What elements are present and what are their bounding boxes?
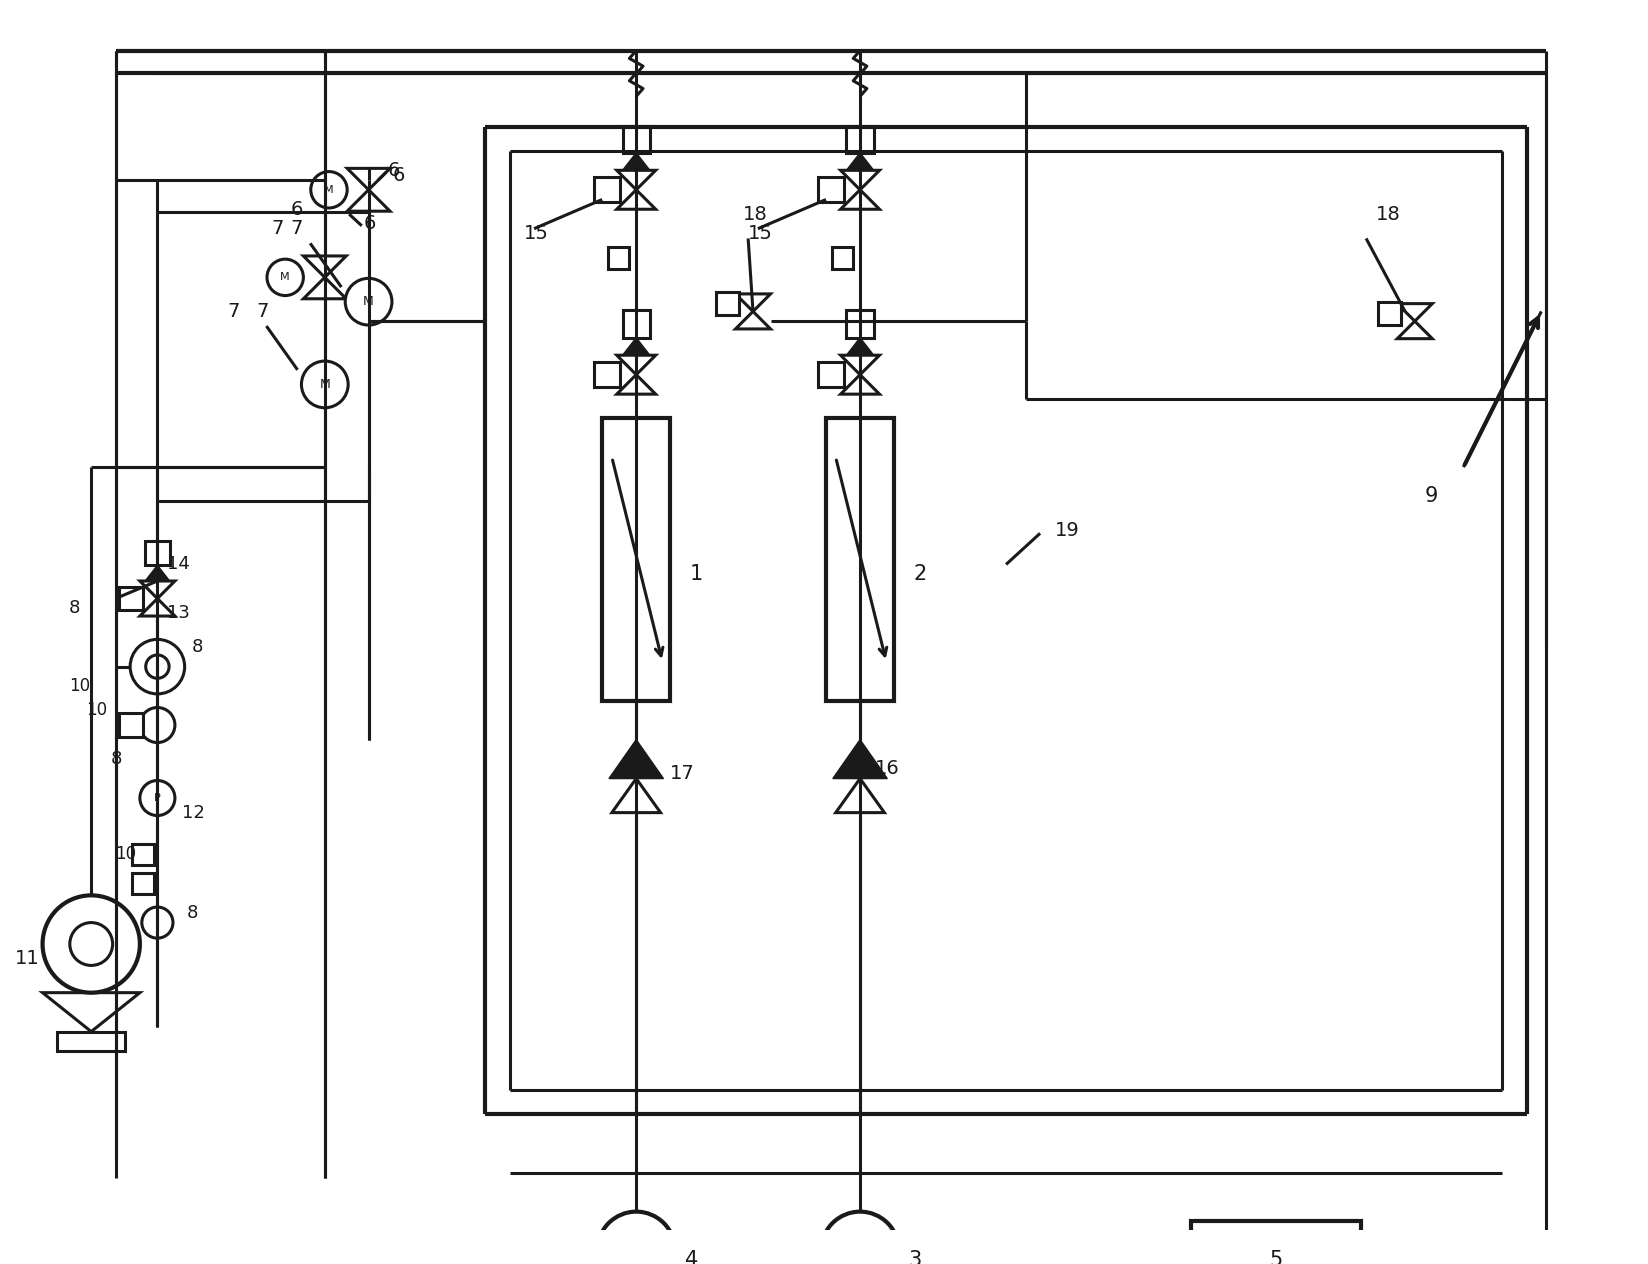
- Text: 13: 13: [166, 604, 190, 622]
- Circle shape: [145, 655, 170, 679]
- Bar: [58, 1031, 125, 1052]
- Bar: [602, 418, 671, 700]
- Text: 7: 7: [257, 302, 269, 321]
- Text: 16: 16: [875, 760, 900, 779]
- Polygon shape: [847, 153, 873, 171]
- Text: 8: 8: [191, 638, 203, 656]
- Polygon shape: [610, 739, 664, 779]
- Text: M: M: [325, 185, 335, 195]
- Bar: [608, 248, 630, 269]
- Bar: [132, 873, 153, 895]
- Circle shape: [142, 908, 173, 938]
- Text: 5: 5: [1269, 1250, 1282, 1264]
- Text: 15: 15: [748, 224, 773, 243]
- Text: 6: 6: [387, 161, 400, 179]
- Bar: [1192, 1221, 1361, 1264]
- Circle shape: [69, 923, 112, 966]
- Circle shape: [130, 640, 185, 694]
- Text: 7: 7: [290, 219, 303, 238]
- Polygon shape: [832, 739, 887, 779]
- Circle shape: [140, 780, 175, 815]
- Text: M: M: [363, 296, 374, 308]
- Text: M: M: [320, 378, 330, 391]
- Bar: [119, 713, 143, 737]
- Bar: [847, 125, 873, 153]
- Circle shape: [620, 1234, 653, 1264]
- Text: 10: 10: [86, 702, 107, 719]
- Text: 10: 10: [69, 678, 91, 695]
- Text: 18: 18: [1376, 205, 1401, 224]
- Text: 18: 18: [743, 205, 768, 224]
- Circle shape: [844, 1234, 877, 1264]
- Polygon shape: [847, 337, 873, 355]
- Circle shape: [597, 1212, 676, 1264]
- Text: 1: 1: [691, 564, 704, 584]
- Text: 6: 6: [392, 166, 405, 185]
- Circle shape: [43, 895, 140, 992]
- Text: M: M: [280, 272, 290, 282]
- Text: 3: 3: [908, 1250, 921, 1264]
- Text: 6: 6: [290, 200, 303, 219]
- Bar: [623, 125, 649, 153]
- Bar: [145, 541, 170, 565]
- Text: 9: 9: [1424, 487, 1439, 507]
- Polygon shape: [623, 337, 649, 355]
- Circle shape: [311, 172, 348, 209]
- Text: 19: 19: [1055, 521, 1079, 540]
- Text: 8: 8: [69, 599, 81, 617]
- Text: 4: 4: [686, 1250, 699, 1264]
- Bar: [595, 177, 620, 202]
- Text: P: P: [153, 793, 162, 803]
- Bar: [715, 292, 740, 315]
- Bar: [595, 362, 620, 387]
- Bar: [817, 177, 844, 202]
- Polygon shape: [145, 565, 170, 581]
- Text: 14: 14: [166, 555, 190, 574]
- Text: 12: 12: [181, 804, 204, 822]
- Text: 2: 2: [913, 564, 926, 584]
- Text: 17: 17: [671, 765, 695, 784]
- Text: 8: 8: [110, 750, 122, 769]
- Text: 8: 8: [186, 904, 198, 921]
- Text: 7: 7: [227, 302, 241, 321]
- Text: 15: 15: [524, 224, 549, 243]
- Polygon shape: [623, 153, 649, 171]
- Circle shape: [344, 278, 392, 325]
- Bar: [623, 311, 649, 337]
- Circle shape: [302, 362, 348, 408]
- Bar: [826, 418, 895, 700]
- Text: 10: 10: [115, 846, 137, 863]
- Text: 7: 7: [272, 219, 283, 238]
- Bar: [832, 248, 854, 269]
- Bar: [132, 844, 153, 865]
- Bar: [1378, 302, 1401, 325]
- Bar: [847, 311, 873, 337]
- Text: 11: 11: [15, 949, 40, 968]
- Bar: [119, 586, 143, 611]
- Bar: [817, 362, 844, 387]
- Circle shape: [140, 708, 175, 742]
- Circle shape: [821, 1212, 898, 1264]
- Text: 6: 6: [364, 215, 376, 234]
- Circle shape: [267, 259, 303, 296]
